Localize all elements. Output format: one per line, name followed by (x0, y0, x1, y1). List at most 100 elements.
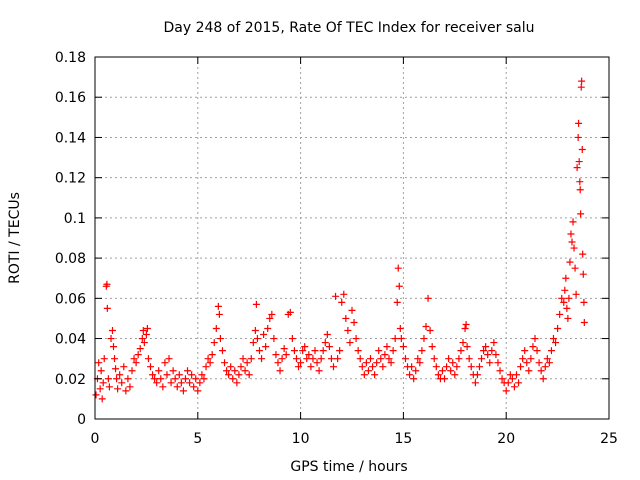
data-point (264, 325, 272, 332)
data-point (523, 359, 531, 367)
y-tick-label: 0 (77, 412, 86, 428)
data-point (301, 343, 309, 351)
data-point (430, 355, 438, 363)
data-point (212, 325, 220, 332)
data-point (272, 351, 280, 359)
data-point (572, 290, 580, 298)
data-point (515, 379, 523, 387)
data-point (325, 343, 333, 351)
data-point (239, 355, 247, 363)
data-point (124, 375, 132, 383)
data-point (198, 371, 206, 379)
data-point (144, 355, 152, 363)
data-point (387, 359, 395, 367)
data-point (114, 385, 122, 393)
data-point (367, 355, 375, 363)
data-point (346, 339, 354, 347)
data-point (134, 351, 142, 359)
data-point (426, 327, 434, 335)
data-point (151, 375, 159, 383)
data-point (307, 363, 315, 371)
data-point (288, 335, 296, 343)
data-point (196, 379, 204, 387)
grid (95, 57, 609, 419)
data-point (549, 335, 557, 343)
data-point (138, 335, 146, 343)
data-point (510, 383, 518, 391)
data-point (299, 347, 307, 355)
data-point (95, 359, 103, 367)
data-point (227, 363, 235, 371)
data-point (161, 359, 169, 367)
data-point (98, 395, 106, 403)
data-point (490, 339, 498, 347)
data-point (126, 383, 134, 391)
data-point (317, 355, 325, 363)
data-point (482, 343, 490, 351)
data-point (103, 280, 111, 288)
data-point (315, 367, 323, 375)
data-point (580, 318, 588, 326)
data-point (350, 318, 358, 326)
data-point (332, 292, 340, 300)
data-point (381, 351, 389, 359)
data-point (529, 343, 537, 351)
data-point (327, 355, 335, 363)
data-point (424, 294, 432, 302)
data-point (360, 371, 368, 379)
data-point (163, 371, 171, 379)
data-point (525, 367, 533, 375)
data-point (282, 351, 290, 359)
data-point (171, 375, 179, 383)
data-point (233, 379, 241, 387)
data-point (561, 286, 569, 294)
data-point (241, 367, 249, 375)
data-point (453, 363, 461, 371)
data-point (303, 355, 311, 363)
data-point (569, 218, 577, 226)
data-point (253, 335, 261, 343)
data-point (329, 363, 337, 371)
data-point (475, 363, 483, 371)
data-point (445, 355, 453, 363)
data-point (568, 238, 576, 246)
data-point (159, 383, 167, 391)
data-point (399, 343, 407, 351)
data-point (229, 375, 237, 383)
data-point (149, 371, 157, 379)
data-point (286, 308, 294, 316)
data-point (276, 367, 284, 375)
data-point (268, 310, 276, 318)
data-point (580, 298, 588, 306)
data-point (373, 359, 381, 367)
data-point (564, 314, 572, 322)
data-point (459, 339, 467, 347)
data-point (502, 387, 510, 395)
data-point (235, 371, 243, 379)
data-point (280, 345, 288, 353)
data-point (260, 331, 268, 339)
data-point (105, 383, 113, 391)
y-tick-label: 0.04 (55, 332, 86, 348)
data-point (214, 302, 222, 310)
data-point (321, 339, 329, 347)
data-point (266, 314, 274, 322)
data-point (397, 335, 405, 343)
ticks: 0 0.02 0.04 0.06 0.08 0.1 0.12 0.14 0.16 0.18 0 5 10… (55, 50, 618, 447)
data-point (99, 379, 107, 387)
data-point (278, 355, 286, 363)
data-point (132, 359, 140, 367)
data-point (216, 335, 224, 343)
data-point (153, 379, 161, 387)
data-point (92, 391, 100, 399)
data-point (389, 347, 397, 355)
data-point (319, 347, 327, 355)
data-point (104, 375, 112, 383)
data-point (342, 314, 350, 322)
data-point (478, 355, 486, 363)
data-point (255, 347, 263, 355)
data-point (563, 304, 571, 312)
data-point (471, 379, 479, 387)
data-point (576, 186, 584, 194)
